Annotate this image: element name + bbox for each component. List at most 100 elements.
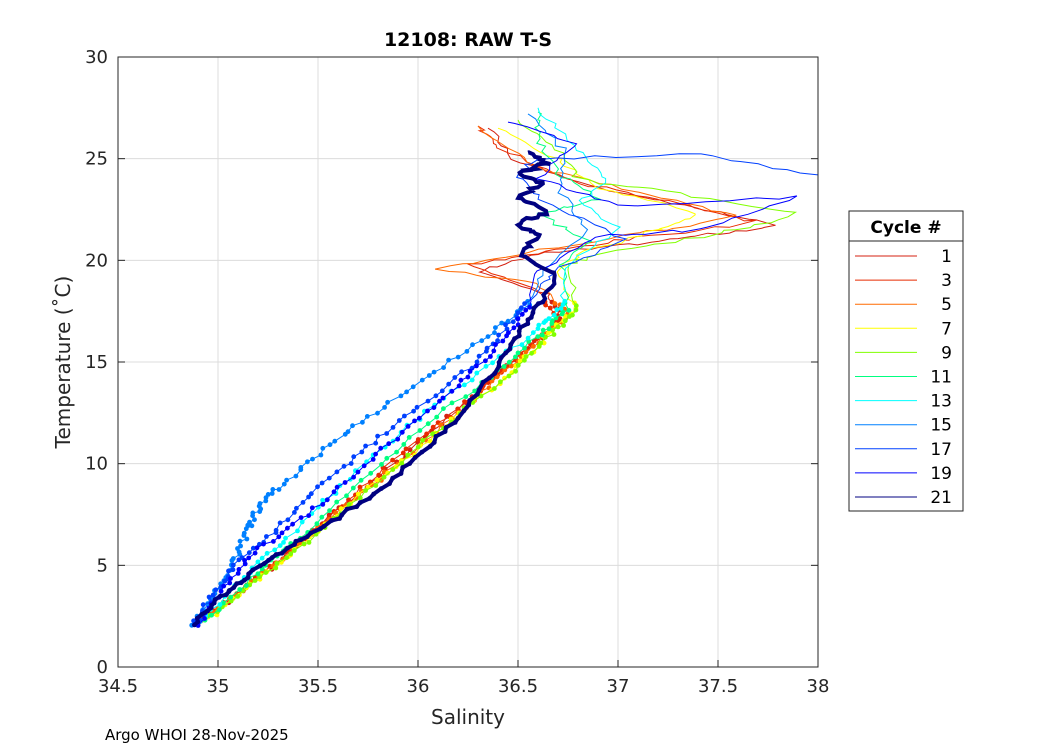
data-point [359, 449, 365, 455]
data-point [304, 534, 310, 540]
data-point [299, 519, 305, 525]
data-point [492, 386, 497, 391]
data-point [523, 354, 529, 359]
data-point [406, 435, 412, 440]
data-point [525, 335, 531, 341]
data-point [446, 381, 452, 387]
data-point [206, 594, 212, 600]
data-point [395, 436, 401, 442]
data-point [379, 462, 384, 467]
data-point [570, 312, 575, 318]
data-point [217, 593, 223, 599]
data-point [378, 445, 384, 451]
data-point [344, 506, 350, 512]
data-point [425, 408, 430, 414]
data-point [425, 398, 431, 404]
data-point [367, 496, 372, 501]
data-point [522, 345, 527, 351]
data-point [243, 583, 249, 588]
legend-label: 15 [930, 416, 952, 436]
data-point [281, 540, 286, 545]
data-point [298, 537, 304, 543]
data-point [371, 491, 377, 497]
data-point [308, 491, 314, 497]
data-point [261, 541, 266, 547]
data-point [320, 502, 326, 507]
data-point [402, 413, 407, 419]
data-point [463, 394, 469, 400]
data-point [480, 379, 486, 385]
data-point [265, 492, 271, 497]
data-point [509, 370, 515, 375]
data-point [536, 322, 542, 328]
data-point [528, 315, 534, 320]
data-point [257, 563, 263, 569]
data-point [488, 354, 493, 359]
data-point [434, 414, 440, 420]
data-point [274, 561, 280, 566]
data-point [541, 340, 547, 346]
data-point [374, 477, 380, 483]
data-point [345, 429, 351, 435]
legend-label: 7 [941, 319, 952, 339]
data-point [492, 330, 497, 336]
data-point [223, 592, 229, 598]
data-point [404, 389, 409, 395]
data-point [375, 433, 380, 439]
data-point [318, 526, 323, 532]
data-point [467, 398, 473, 403]
data-point [562, 318, 568, 324]
data-point [431, 405, 437, 410]
data-point [199, 612, 205, 617]
y-tick-label: 5 [97, 555, 108, 576]
x-axis-label: Salinity [431, 705, 505, 729]
data-point [443, 425, 449, 430]
data-point [438, 422, 444, 428]
data-point [255, 559, 261, 565]
data-point [284, 555, 289, 561]
data-point [498, 355, 504, 361]
legend-label: 21 [930, 488, 952, 508]
legend-label: 1 [941, 247, 952, 267]
data-point [495, 338, 500, 343]
data-point [244, 536, 250, 542]
legend-label: 11 [930, 368, 952, 388]
data-point [496, 332, 501, 338]
data-point [399, 461, 405, 466]
data-point [487, 375, 492, 381]
data-point [276, 487, 282, 492]
data-point [519, 305, 524, 311]
data-point [227, 588, 232, 593]
series-line [196, 125, 757, 623]
data-point [433, 434, 439, 439]
data-point [516, 333, 522, 339]
x-tick-label: 38 [807, 676, 830, 697]
data-point [414, 404, 420, 410]
data-point [561, 323, 566, 328]
data-point [381, 474, 387, 480]
legend-label: 17 [930, 440, 952, 460]
data-point [326, 475, 332, 481]
data-point [213, 587, 219, 593]
data-point [431, 440, 437, 445]
legend-label: 9 [941, 343, 952, 363]
data-point [430, 424, 436, 430]
data-point [407, 447, 413, 453]
data-point [342, 480, 348, 485]
data-point [546, 326, 552, 332]
data-point [364, 414, 370, 419]
data-point [360, 419, 365, 425]
data-point [562, 298, 568, 304]
x-tick-label: 35 [207, 676, 230, 697]
data-point [292, 510, 297, 515]
data-point [496, 363, 502, 369]
data-point [357, 500, 363, 505]
data-point [327, 442, 333, 448]
data-point [466, 402, 472, 408]
data-point [506, 373, 512, 379]
data-point [478, 393, 484, 399]
data-point [192, 622, 197, 628]
series-cycle-19 [195, 121, 798, 628]
data-point [255, 571, 261, 577]
